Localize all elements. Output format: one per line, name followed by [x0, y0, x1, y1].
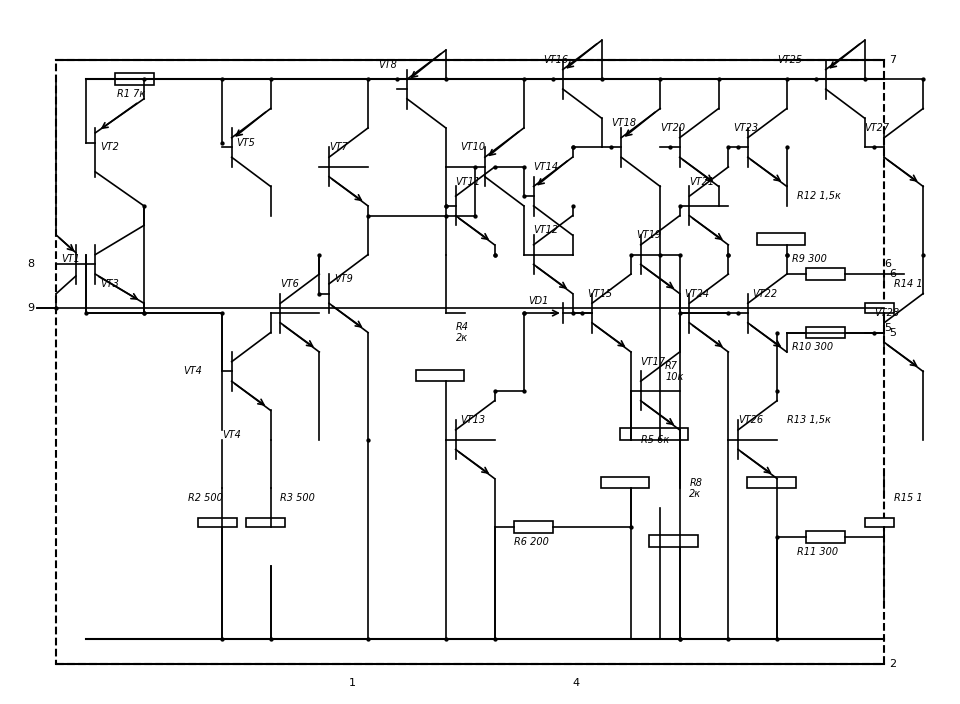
Text: VT6: VT6: [280, 279, 300, 289]
Text: R10 300: R10 300: [792, 342, 832, 352]
Text: R8
2к: R8 2к: [689, 477, 703, 499]
Text: VT22: VT22: [753, 289, 778, 298]
Text: R9 300: R9 300: [792, 254, 827, 265]
Bar: [865, 303, 894, 313]
Text: 2: 2: [889, 659, 897, 669]
Text: VT7: VT7: [329, 142, 348, 153]
Text: VT11: VT11: [456, 177, 481, 187]
Text: VT23: VT23: [733, 123, 758, 133]
Text: R2 500: R2 500: [188, 493, 223, 503]
Bar: [650, 535, 698, 547]
Text: R11 300: R11 300: [797, 546, 838, 557]
Bar: [247, 517, 285, 527]
Text: R15 1: R15 1: [894, 493, 923, 503]
Text: R3 500: R3 500: [280, 493, 315, 503]
Text: 4: 4: [572, 678, 580, 688]
Bar: [620, 428, 688, 440]
Text: R13 1,5к: R13 1,5к: [787, 415, 830, 425]
Text: 6: 6: [889, 269, 896, 279]
Text: VT18: VT18: [612, 118, 636, 128]
Bar: [806, 327, 845, 339]
Text: VT28: VT28: [875, 308, 900, 318]
Text: R5 6к: R5 6к: [640, 434, 669, 445]
Text: VT24: VT24: [684, 289, 709, 298]
Text: R1 7к: R1 7к: [117, 89, 145, 99]
Text: 9: 9: [27, 303, 35, 313]
Bar: [115, 73, 154, 85]
Text: VT25: VT25: [777, 55, 803, 65]
Text: R14 1: R14 1: [894, 279, 923, 289]
Text: VT4: VT4: [183, 367, 202, 377]
Bar: [601, 477, 650, 489]
Text: 1: 1: [348, 678, 355, 688]
Text: R6 200: R6 200: [515, 537, 549, 547]
Text: VT8: VT8: [377, 60, 396, 70]
Text: 5: 5: [884, 322, 891, 333]
Text: VT5: VT5: [236, 137, 255, 148]
Text: VD1: VD1: [529, 296, 549, 306]
Text: VT16: VT16: [543, 55, 568, 65]
Text: VT2: VT2: [100, 142, 119, 153]
Bar: [747, 477, 796, 489]
Text: VT17: VT17: [640, 357, 666, 367]
Bar: [806, 268, 845, 280]
Text: R4
2к: R4 2к: [456, 322, 468, 344]
Text: VT13: VT13: [461, 415, 486, 425]
Text: VT10: VT10: [461, 142, 486, 153]
Text: R12 1,5к: R12 1,5к: [797, 191, 840, 201]
Text: VT4: VT4: [222, 429, 241, 440]
Text: VT20: VT20: [660, 123, 685, 133]
Text: VT19: VT19: [636, 230, 660, 240]
Text: 6: 6: [884, 259, 891, 270]
Text: VT27: VT27: [865, 123, 890, 133]
Bar: [515, 522, 553, 533]
Text: VT21: VT21: [689, 177, 714, 187]
Text: VT26: VT26: [738, 415, 763, 425]
Text: VT12: VT12: [534, 225, 559, 235]
Bar: [57, 60, 884, 664]
Bar: [865, 517, 894, 527]
Text: VT9: VT9: [334, 274, 352, 284]
Text: VT14: VT14: [534, 162, 559, 172]
Text: 8: 8: [27, 259, 35, 270]
Text: 7: 7: [889, 55, 897, 65]
Text: 5: 5: [889, 327, 896, 337]
Bar: [416, 370, 465, 382]
Text: R7
10к: R7 10к: [665, 360, 684, 382]
Bar: [756, 233, 805, 245]
Text: VT15: VT15: [588, 289, 612, 298]
Bar: [806, 532, 845, 543]
Bar: [198, 517, 236, 527]
Text: VT3: VT3: [100, 279, 119, 289]
Text: VT1: VT1: [61, 254, 80, 265]
